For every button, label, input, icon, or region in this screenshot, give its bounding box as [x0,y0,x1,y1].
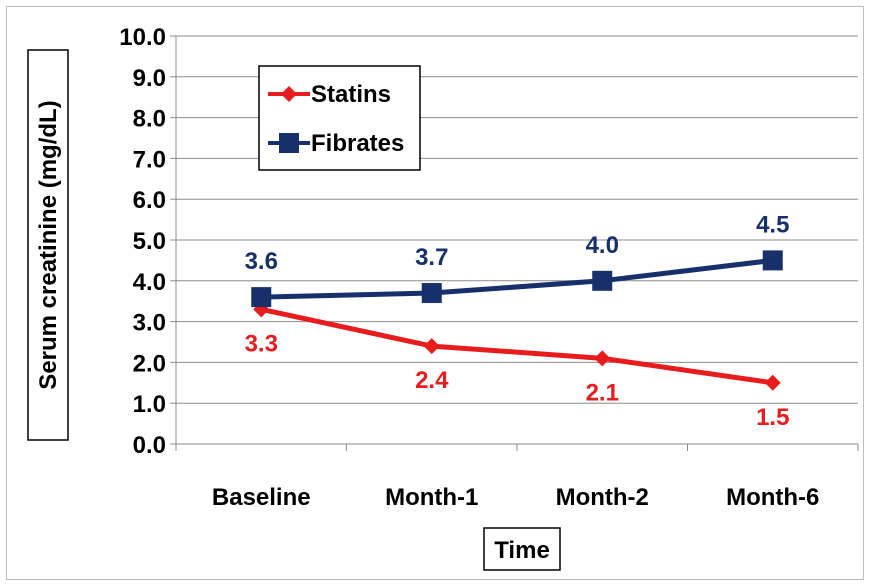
diamond-marker-icon [281,86,297,102]
axes [170,35,859,451]
x-axis-title: Time [494,537,550,564]
y-tick-label: 0.0 [133,432,166,459]
point-statins [594,350,611,367]
y-axis-title-box: Serum creatinine (mg/dL) [27,49,69,441]
point-fibrates [762,250,783,271]
y-tick-label: 1.0 [133,391,166,418]
data-label-statins: 3.3 [245,330,278,357]
y-tick-label: 9.0 [133,65,166,92]
data-labels: 3.3 2.4 2.1 1.5 3.6 3.7 4.0 4.5 [245,211,790,430]
point-statins [423,338,440,355]
data-label-fibrates: 3.6 [245,248,278,275]
x-tick-label: Month-6 [726,484,819,511]
y-tick-label: 3.0 [133,310,166,337]
x-axis-title-box: Time [483,527,561,571]
data-label-fibrates: 4.0 [586,232,619,259]
legend: Statins Fibrates [258,65,421,171]
y-tick-labels: 0.0 1.0 2.0 3.0 4.0 5.0 6.0 7.0 8.0 9.0 10.0 [119,24,166,459]
point-fibrates [592,270,613,291]
y-tick-label: 8.0 [133,106,166,133]
series-line-statins [260,306,774,386]
x-tick-label: Baseline [212,484,311,511]
y-tick-label: 6.0 [133,187,166,214]
series-line-fibrates [261,257,774,300]
legend-item-fibrates: Fibrates [268,130,404,157]
data-label-fibrates: 3.7 [415,244,448,271]
series-group [251,250,783,391]
y-tick-label: 10.0 [119,24,166,51]
y-tick-label: 5.0 [133,228,166,255]
data-label-fibrates: 4.5 [756,211,789,238]
y-tick-label: 7.0 [133,146,166,173]
point-fibrates [251,287,272,308]
data-label-statins: 1.5 [756,404,789,431]
point-statins [764,374,781,391]
legend-label-fibrates: Fibrates [311,130,404,157]
point-fibrates [421,283,442,304]
x-tick-label: Month-1 [385,484,478,511]
x-tick-labels: Baseline Month-1 Month-2 Month-6 [212,484,820,511]
data-label-statins: 2.4 [415,367,449,394]
x-tick-label: Month-2 [556,484,649,511]
y-tick-label: 4.0 [133,269,166,296]
legend-item-statins: Statins [268,81,391,108]
y-tick-label: 2.0 [133,350,166,377]
legend-label-statins: Statins [311,81,391,108]
square-marker-icon [279,133,299,153]
y-axis-title: Serum creatinine (mg/dL) [35,100,62,389]
data-label-statins: 2.1 [586,379,619,406]
